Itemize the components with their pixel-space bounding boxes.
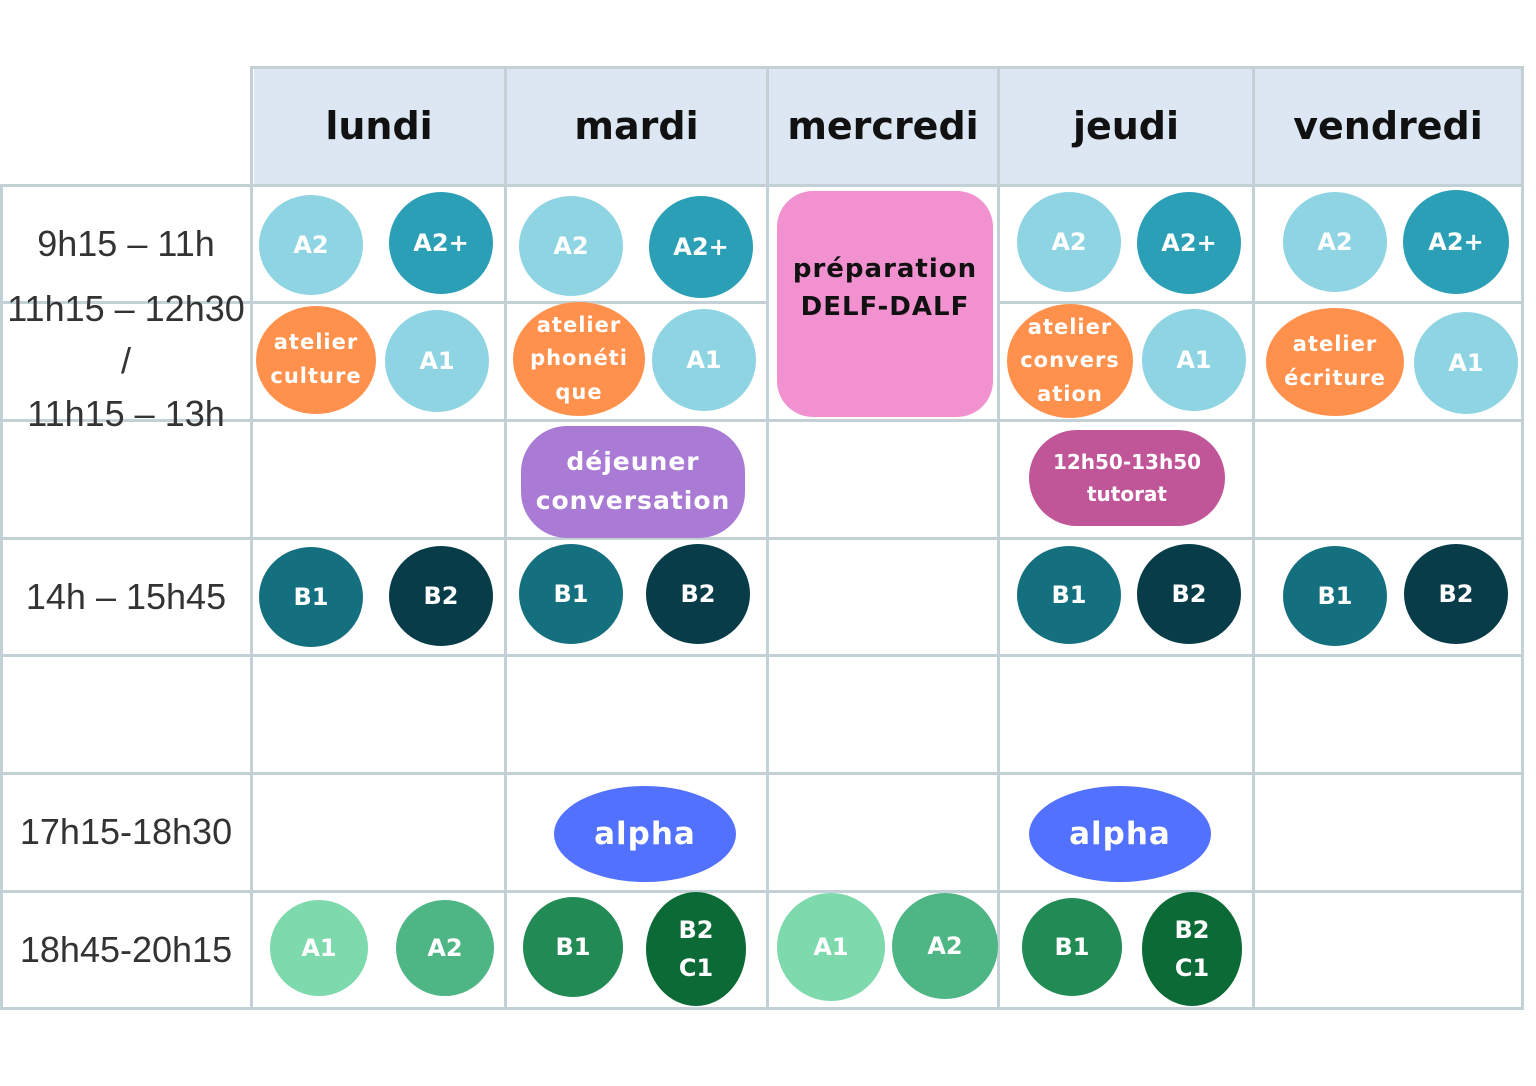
workshop-badge-phonetique: atelier phonéti que — [513, 302, 645, 416]
time-slot-label: 9h15 – 11h — [37, 222, 215, 264]
grid-line — [0, 301, 1524, 304]
grid-line — [504, 66, 507, 1010]
course-badge-b1: B1 — [1022, 898, 1122, 996]
course-badge-a1: A1 — [1142, 309, 1246, 411]
course-badge-b1: B1 — [519, 544, 623, 644]
alpha-class-badge: alpha — [554, 786, 736, 882]
grid-line — [997, 66, 1000, 1010]
grid-line — [0, 654, 1524, 657]
course-badge-a2: A2 — [1017, 192, 1121, 292]
course-badge-b1: B1 — [523, 897, 623, 997]
course-badge-a1: A1 — [777, 893, 885, 1001]
course-badge-a2plus: A2+ — [389, 192, 493, 294]
workshop-badge-culture: atelier culture — [256, 306, 376, 414]
grid-line — [0, 890, 1524, 893]
day-header-lundi: lundi — [254, 68, 504, 184]
workshop-badge-conversation: atelier convers ation — [1007, 304, 1133, 418]
course-badge-a2: A2 — [519, 196, 623, 296]
course-badge-b2-c1: B2 C1 — [1142, 892, 1242, 1006]
delf-dalf-preparation-block: préparation DELF-DALF — [777, 191, 993, 417]
tutoring-badge: 12h50-13h50 tutorat — [1029, 430, 1225, 526]
grid-line — [0, 537, 1524, 540]
day-header-mercredi: mercredi — [769, 68, 997, 184]
course-badge-b2: B2 — [1137, 544, 1241, 644]
time-slot-label: 17h15-18h30 — [19, 811, 233, 853]
course-badge-a1: A1 — [1414, 312, 1518, 414]
grid-line — [0, 184, 1524, 187]
alpha-class-badge: alpha — [1029, 786, 1211, 882]
time-slot-label: 18h45-20h15 — [19, 928, 233, 970]
grid-line — [0, 1007, 1524, 1010]
time-slot-label: 11h15 – 12h30 /11h15 – 13h — [7, 288, 245, 434]
course-badge-a1: A1 — [270, 900, 368, 996]
course-badge-b2: B2 — [646, 544, 750, 644]
grid-line — [0, 772, 1524, 775]
grid-line — [252, 66, 1524, 69]
grid-line — [766, 66, 769, 1010]
lunch-conversation-badge: déjeuner conversation — [521, 426, 745, 538]
course-badge-a2plus: A2+ — [649, 196, 753, 298]
grid-line — [0, 419, 1524, 422]
grid-line — [250, 66, 253, 1010]
day-header-jeudi: jeudi — [1000, 68, 1252, 184]
course-badge-b2-c1: B2 C1 — [646, 892, 746, 1006]
day-header-mardi: mardi — [507, 68, 766, 184]
course-badge-b1: B1 — [1283, 546, 1387, 646]
time-slot-label: 14h – 15h45 — [25, 575, 227, 617]
grid-line — [0, 184, 3, 1010]
course-badge-a2: A2 — [396, 900, 494, 996]
course-badge-a2plus: A2+ — [1403, 190, 1509, 294]
course-badge-a2: A2 — [892, 893, 998, 999]
course-badge-b2: B2 — [389, 546, 493, 646]
grid-line — [1252, 66, 1255, 1010]
course-badge-b1: B1 — [259, 547, 363, 647]
course-badge-a2: A2 — [259, 195, 363, 295]
course-badge-a1: A1 — [652, 309, 756, 411]
course-badge-b2: B2 — [1404, 544, 1508, 644]
day-header-vendredi: vendredi — [1255, 68, 1521, 184]
grid-line — [1521, 66, 1524, 1010]
course-badge-b1: B1 — [1017, 546, 1121, 644]
course-badge-a2plus: A2+ — [1137, 192, 1241, 294]
workshop-badge-ecriture: atelier écriture — [1266, 308, 1404, 416]
course-badge-a2: A2 — [1283, 192, 1387, 292]
course-badge-a1: A1 — [385, 310, 489, 412]
